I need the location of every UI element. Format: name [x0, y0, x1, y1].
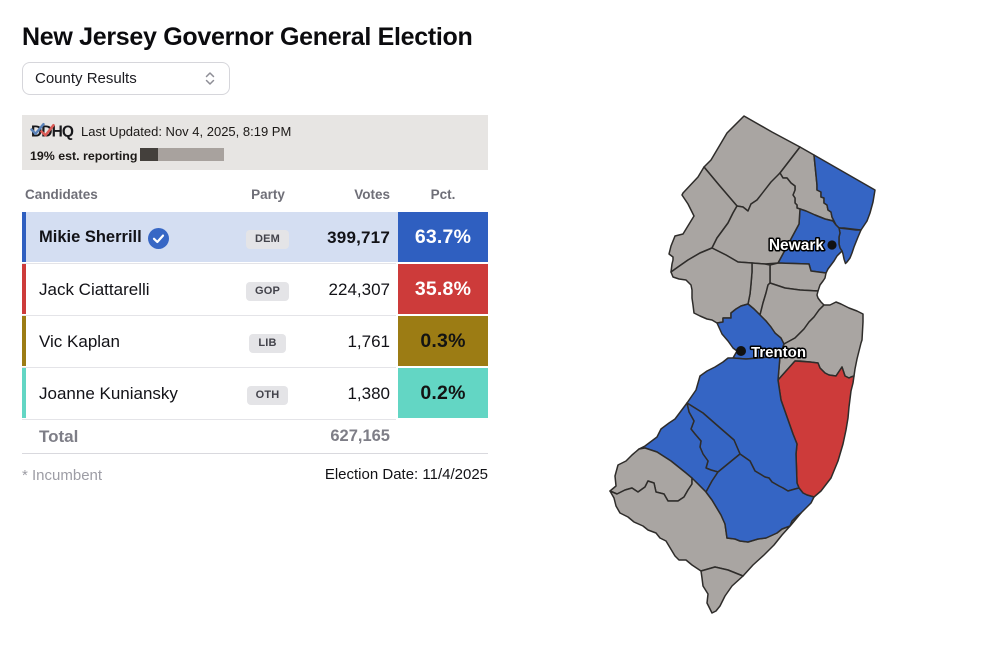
svg-text:Newark: Newark	[769, 237, 825, 254]
svg-text:Trenton: Trenton	[751, 344, 806, 361]
